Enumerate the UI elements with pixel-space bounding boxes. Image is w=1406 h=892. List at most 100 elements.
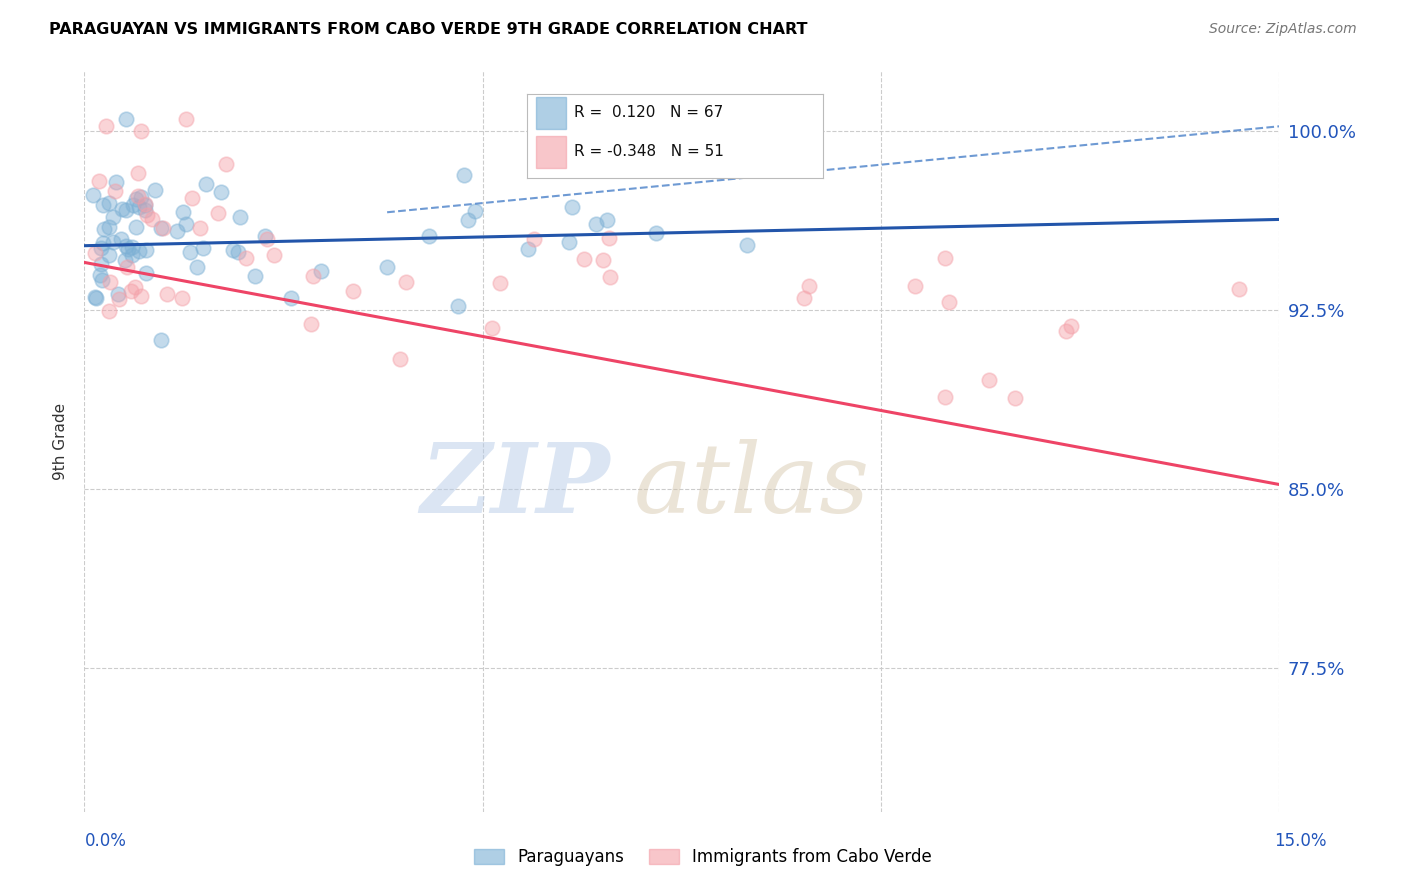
Point [938, 294, 960, 309]
Point [253, 228, 276, 243]
Point [516, 242, 538, 256]
Point [735, 238, 758, 252]
Point [84, 291, 107, 305]
Point [222, 243, 245, 257]
Point [135, 243, 157, 257]
Point [91, 235, 114, 250]
Point [176, 217, 198, 231]
Point [149, 221, 172, 235]
Text: 0.0%: 0.0% [84, 831, 127, 849]
Point [256, 232, 278, 246]
Point [152, 220, 174, 235]
Point [342, 284, 364, 298]
Bar [536, 97, 565, 129]
Point [129, 289, 152, 303]
Point [107, 286, 129, 301]
Point [592, 252, 614, 267]
Point [1060, 318, 1083, 333]
Point [115, 239, 138, 253]
Point [82, 188, 104, 202]
Point [90, 257, 112, 271]
Point [125, 219, 148, 234]
Point [280, 291, 302, 305]
Point [129, 190, 152, 204]
Point [558, 235, 581, 249]
Point [134, 198, 156, 212]
Text: atlas: atlas [634, 439, 870, 533]
Point [114, 203, 136, 218]
Point [128, 200, 150, 214]
Point [134, 197, 156, 211]
Point [156, 287, 179, 301]
Point [375, 260, 398, 275]
Point [977, 373, 1000, 387]
Text: ZIP: ZIP [420, 439, 610, 533]
Point [127, 188, 149, 202]
Point [127, 166, 149, 180]
Point [174, 112, 197, 127]
Point [595, 213, 617, 227]
Point [523, 232, 546, 246]
Point [585, 218, 607, 232]
Point [446, 299, 468, 313]
Point [135, 266, 157, 280]
Point [117, 260, 139, 274]
Point [172, 291, 194, 305]
Point [172, 204, 194, 219]
Point [97, 219, 120, 234]
Point [214, 157, 236, 171]
Point [98, 303, 121, 318]
Point [136, 208, 159, 222]
Point [226, 245, 249, 260]
Text: Source: ZipAtlas.com: Source: ZipAtlas.com [1209, 22, 1357, 37]
Point [194, 178, 217, 192]
Point [107, 292, 129, 306]
Point [797, 279, 820, 293]
Point [150, 333, 173, 347]
Point [141, 212, 163, 227]
Point [98, 195, 121, 210]
Text: PARAGUAYAN VS IMMIGRANTS FROM CABO VERDE 9TH GRADE CORRELATION CHART: PARAGUAYAN VS IMMIGRANTS FROM CABO VERDE… [49, 22, 807, 37]
Point [598, 231, 620, 245]
Point [143, 183, 166, 197]
Point [228, 210, 250, 224]
Y-axis label: 9th Grade: 9th Grade [53, 403, 69, 480]
Point [120, 284, 142, 298]
Point [418, 229, 440, 244]
Point [453, 168, 475, 182]
Text: R = -0.348   N = 51: R = -0.348 N = 51 [575, 145, 724, 159]
Point [263, 248, 285, 262]
Point [101, 235, 124, 249]
Point [1227, 282, 1250, 296]
Point [93, 221, 115, 235]
Point [1004, 391, 1026, 405]
Point [94, 119, 117, 133]
Point [91, 273, 114, 287]
Point [481, 321, 503, 335]
Point [302, 268, 325, 283]
Point [934, 251, 956, 265]
Point [128, 244, 150, 258]
Legend: Paraguayans, Immigrants from Cabo Verde: Paraguayans, Immigrants from Cabo Verde [467, 842, 939, 873]
Point [572, 252, 595, 266]
Point [561, 200, 583, 214]
Point [188, 221, 211, 235]
Point [103, 211, 125, 225]
Point [98, 276, 121, 290]
Point [105, 176, 128, 190]
Point [207, 206, 229, 220]
Point [599, 269, 621, 284]
Point [125, 192, 148, 206]
Point [84, 246, 107, 260]
Point [180, 192, 202, 206]
Point [104, 184, 127, 198]
Point [904, 279, 927, 293]
Point [166, 224, 188, 238]
Point [311, 264, 333, 278]
Point [89, 268, 111, 283]
Point [114, 252, 136, 267]
Point [489, 276, 512, 290]
Point [110, 232, 132, 246]
Point [464, 204, 486, 219]
Point [299, 317, 322, 331]
